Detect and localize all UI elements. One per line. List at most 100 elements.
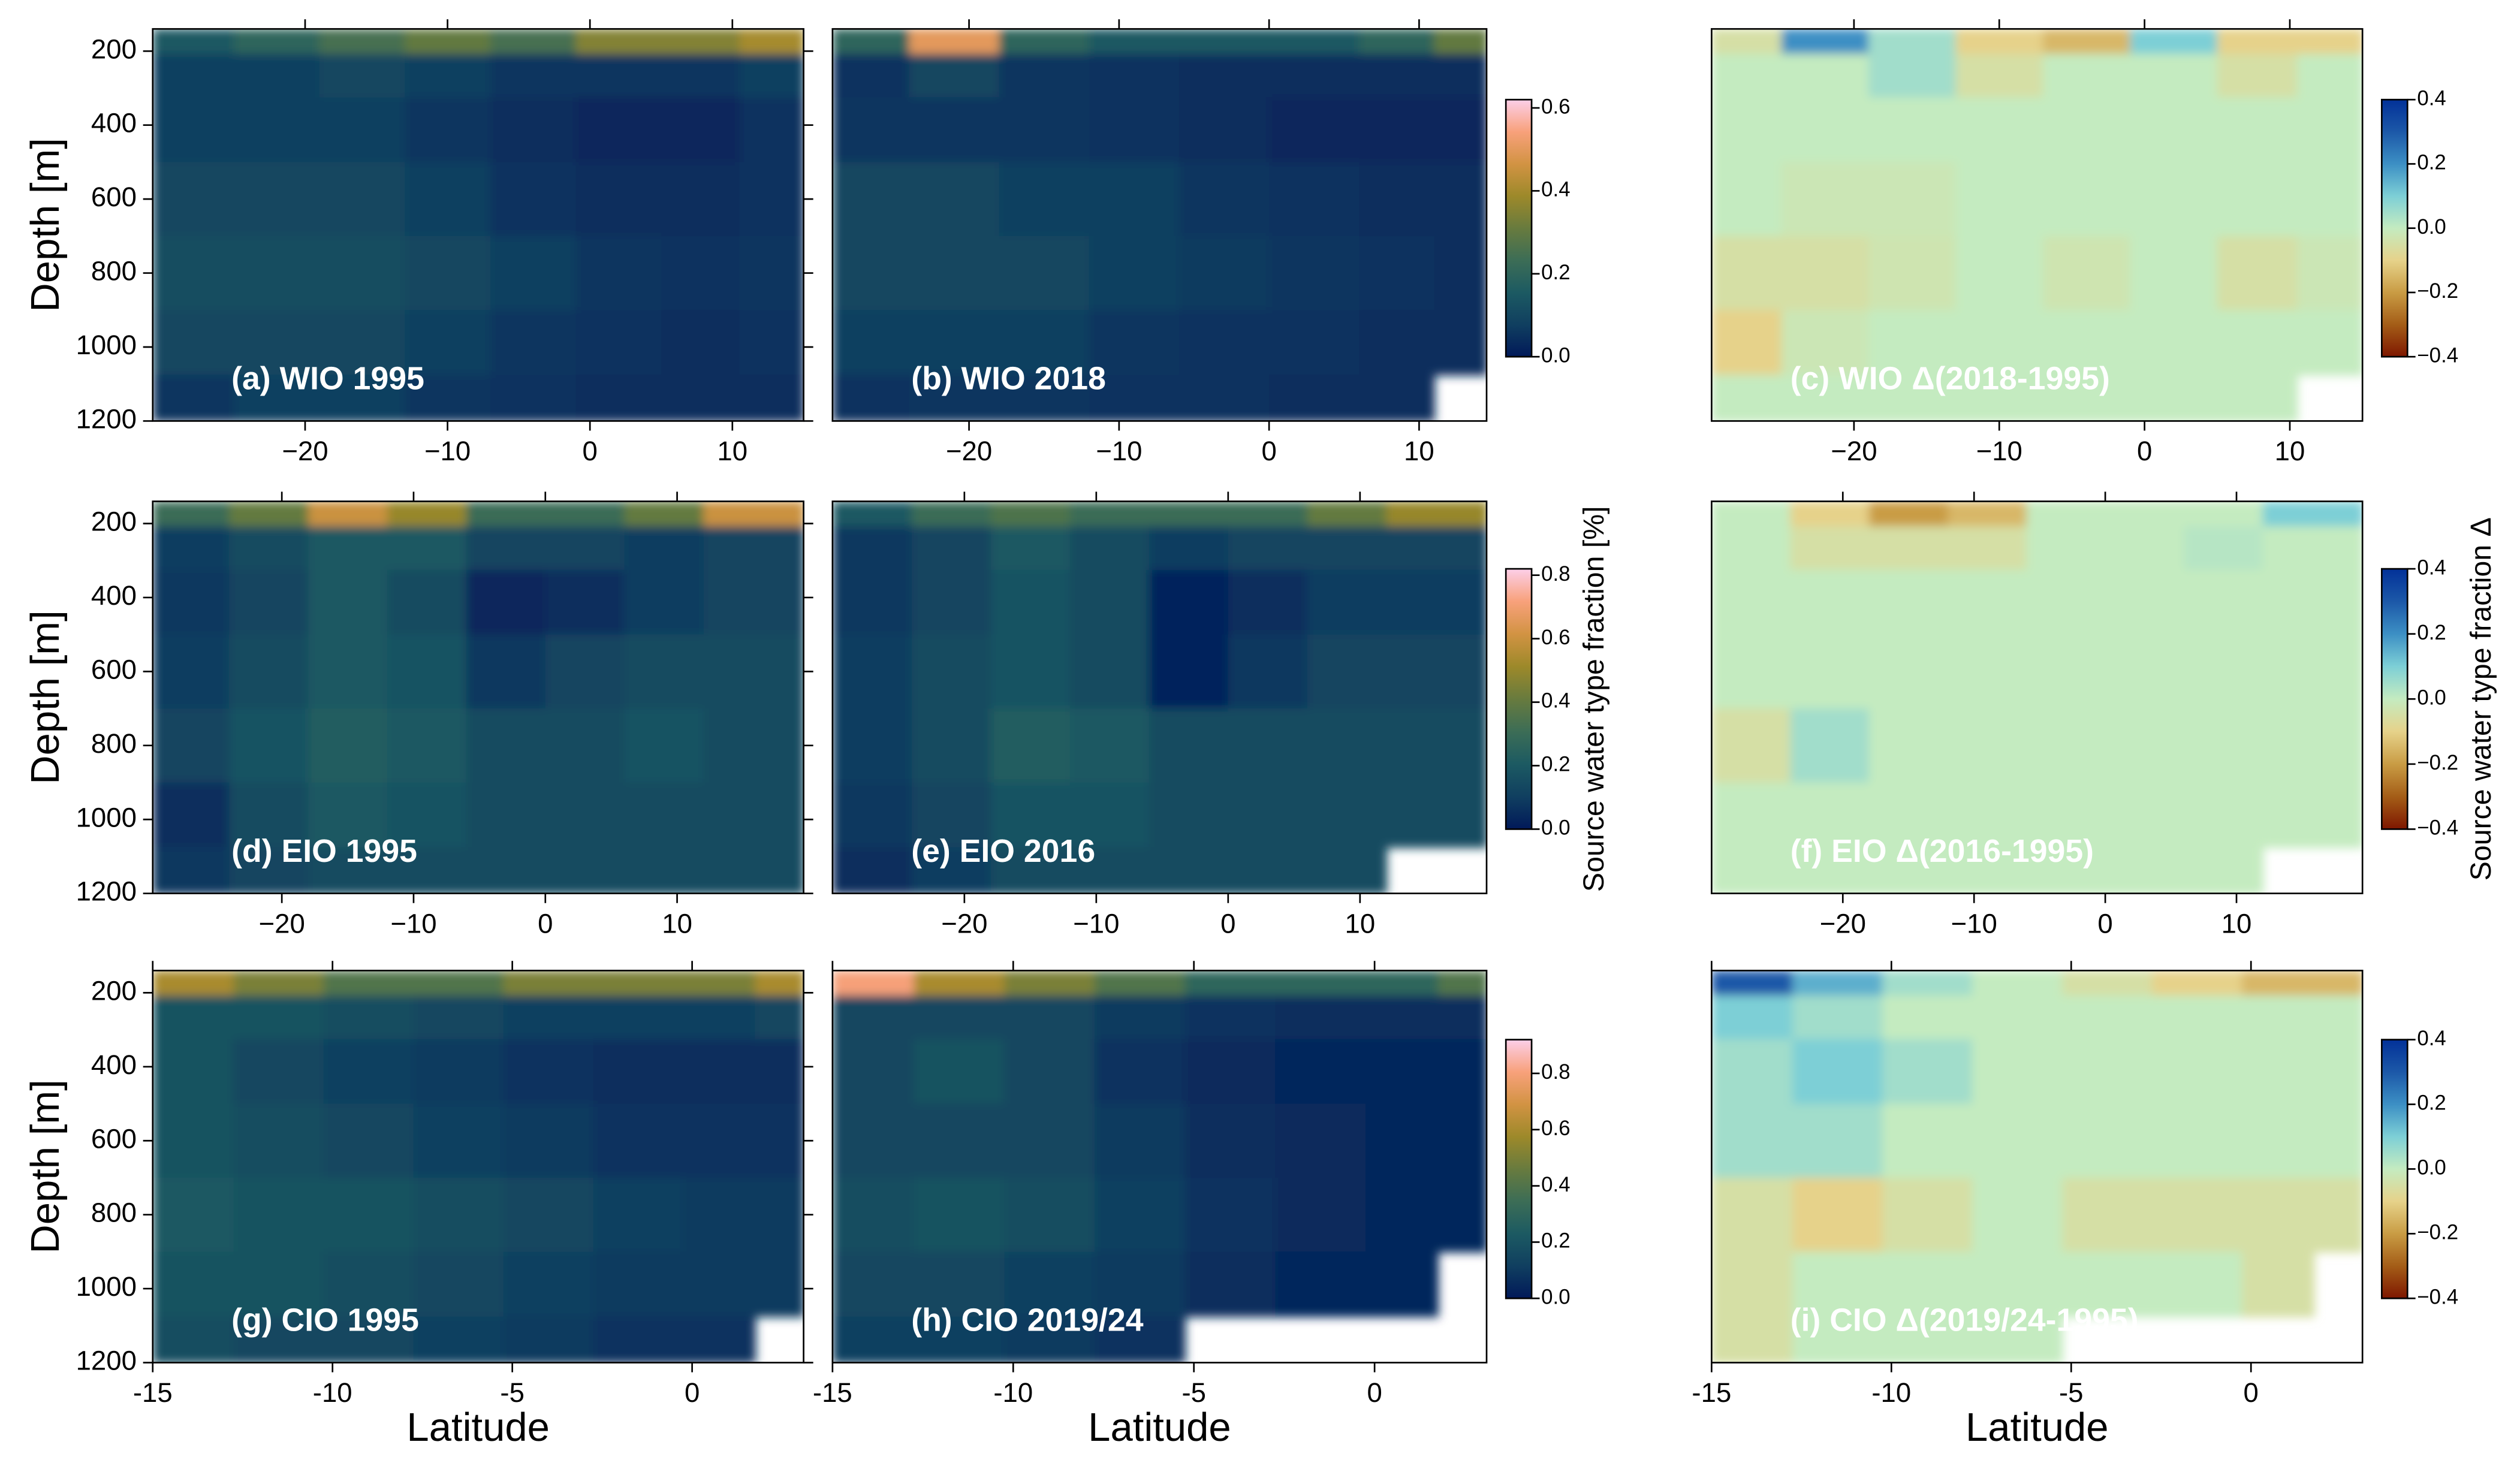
heatmap-cell: [466, 634, 547, 710]
colorbar-tick-label: 0.2: [1541, 261, 1570, 284]
heatmap-cell: [2184, 501, 2264, 527]
heatmap-cell: [1307, 569, 1388, 636]
heatmap-cell: [1178, 375, 1270, 421]
heatmap-cell: [683, 1316, 756, 1363]
heatmap-cell: [1069, 501, 1150, 527]
heatmap-cell: [990, 708, 1071, 784]
heatmap-cell: [2297, 97, 2363, 164]
heatmap-cell: [1711, 1251, 1793, 1317]
heatmap-cell: [1437, 970, 1487, 997]
heatmap: [832, 970, 1487, 1363]
heatmap-cell: [990, 847, 1071, 894]
heatmap-cell: [1868, 162, 1957, 237]
heatmap-cell: [152, 526, 230, 571]
heatmap-cell: [683, 1177, 756, 1253]
heatmap-cell: [2314, 1039, 2363, 1105]
heatmap-cell: [1004, 1039, 1096, 1105]
colorbar-tick-label: 0.6: [1541, 95, 1570, 118]
heatmap-cell: [1004, 1251, 1096, 1317]
heatmap-cell: [1365, 1177, 1439, 1253]
colorbar-tick-label: −0.2: [2417, 279, 2458, 303]
heatmap-cell: [152, 996, 235, 1040]
heatmap-cell: [755, 1177, 804, 1253]
heatmap-cell: [2026, 708, 2106, 784]
colorbar: [2381, 98, 2409, 358]
colorbar-tick-label: −0.4: [2417, 816, 2458, 840]
heatmap-cell: [503, 1251, 595, 1317]
heatmap-cell: [1004, 970, 1096, 997]
heatmap-cell: [1972, 1251, 2063, 1317]
heatmap-cell: [1386, 526, 1487, 571]
heatmap-cell: [1711, 569, 1792, 636]
heatmap-cell: [2152, 1251, 2243, 1317]
heatmap-cell: [1792, 1177, 1883, 1253]
heatmap-cell: [593, 1316, 685, 1363]
heatmap-cell: [2314, 1103, 2363, 1179]
heatmap-cell: [1711, 782, 1792, 849]
heatmap-cell: [624, 634, 705, 710]
y-tick-label: 1000: [76, 1271, 137, 1302]
heatmap-cell: [1790, 782, 1870, 849]
heatmap-cell: [1184, 1177, 1276, 1253]
heatmap-cell: [1069, 847, 1150, 894]
heatmap-cell: [755, 1103, 804, 1179]
heatmap-cell: [2217, 162, 2298, 237]
y-tick-label: 1200: [76, 876, 137, 907]
heatmap-cell: [405, 162, 492, 237]
colorbar-tick-label: −0.2: [2417, 1221, 2458, 1244]
panel-label: (b) WIO 2018: [911, 361, 1106, 397]
heatmap-cell: [1307, 526, 1388, 571]
heatmap-cell: [2026, 501, 2106, 527]
heatmap-cell: [1711, 1177, 1793, 1253]
heatmap-cell: [914, 1251, 1005, 1317]
x-tick-label: 10: [2221, 908, 2252, 939]
heatmap-cell: [909, 162, 1000, 237]
heatmap-cell: [1711, 847, 1792, 894]
heatmap-cell: [490, 375, 577, 421]
heatmap-cell: [703, 569, 804, 636]
heatmap-cell: [1004, 1103, 1096, 1179]
heatmap-cell: [1365, 1039, 1439, 1105]
heatmap-cell: [593, 1251, 685, 1317]
heatmap-cell: [413, 970, 505, 997]
heatmap-cell: [2042, 375, 2132, 421]
x-tick-label: −10: [1073, 908, 1119, 939]
heatmap-cell: [233, 1251, 325, 1317]
x-tick-label: -10: [993, 1377, 1033, 1408]
heatmap-cell: [2242, 996, 2315, 1040]
heatmap-cell: [999, 310, 1090, 376]
heatmap: [1711, 970, 2363, 1363]
heatmap-cell: [405, 310, 492, 376]
colorbar-tick-label: 0.2: [2417, 151, 2446, 174]
x-tick-label: −20: [1820, 908, 1866, 939]
colorbar-tick-label: −0.2: [2417, 751, 2458, 774]
heatmap-cell: [1228, 526, 1309, 571]
x-tick-label: 10: [2275, 436, 2305, 466]
heatmap-cell: [1094, 1177, 1186, 1253]
panel: −20 −10 0 10 (e) EIO 2016 0.0 0.2 0.4 0.6 0.8 Sour…: [831, 491, 1610, 939]
heatmap-cell: [319, 236, 406, 311]
heatmap-cell: [1711, 310, 1783, 376]
panel-label: (d) EIO 1995: [231, 833, 417, 869]
heatmap-cell: [1069, 708, 1150, 784]
heatmap-cell: [1275, 1103, 1367, 1179]
y-tick-label: 400: [91, 108, 137, 138]
heatmap-cell: [624, 526, 705, 571]
heatmap-cell: [1365, 970, 1439, 997]
heatmap-cell: [152, 1316, 235, 1363]
heatmap-cell: [152, 375, 235, 421]
heatmap-cell: [1948, 708, 2028, 784]
heatmap-cell: [1711, 97, 1783, 164]
heatmap-cell: [1386, 569, 1487, 636]
heatmap-cell: [308, 634, 388, 710]
x-tick-label: −10: [424, 436, 471, 466]
heatmap-cell: [1869, 782, 1949, 849]
heatmap-cell: [2297, 310, 2363, 376]
heatmap-cell: [1094, 1103, 1186, 1179]
heatmap-cell: [503, 1039, 595, 1105]
x-axis-label: Latitude: [1966, 1405, 2108, 1450]
heatmap-cell: [683, 1039, 756, 1105]
heatmap-cell: [1307, 847, 1388, 894]
heatmap-cell: [739, 97, 804, 164]
colorbar-tick-label: 0.4: [1541, 689, 1570, 713]
